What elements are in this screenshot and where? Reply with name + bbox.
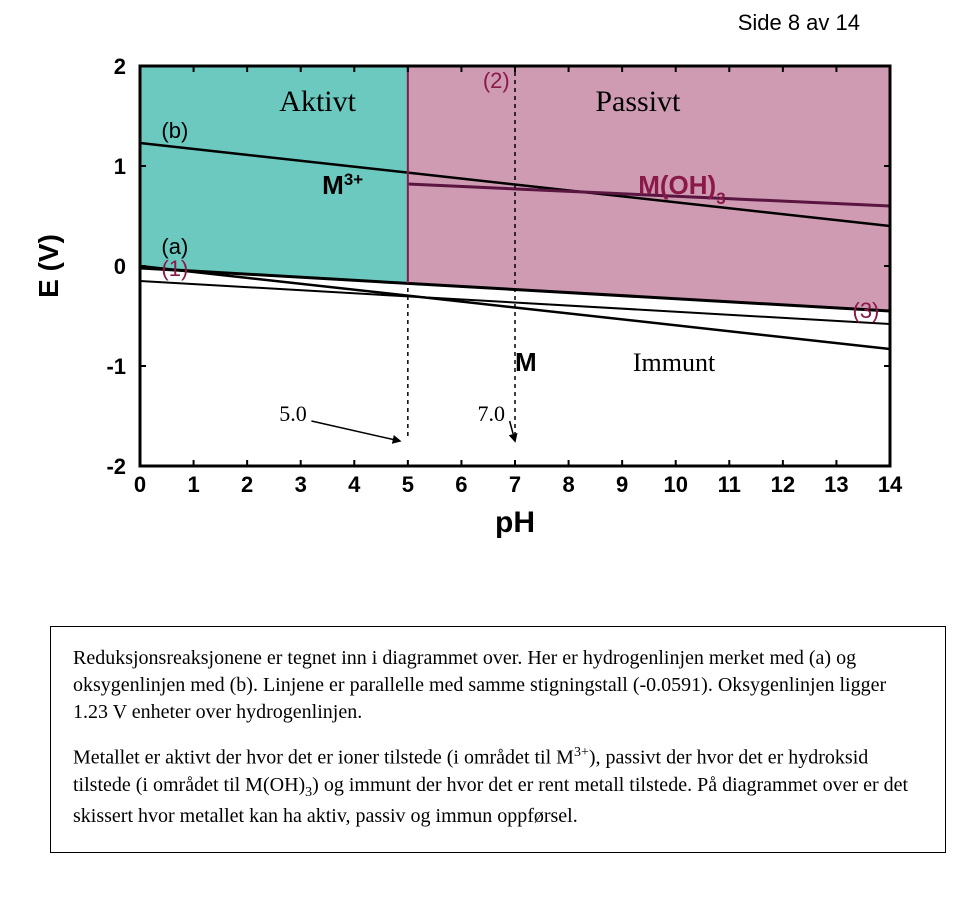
svg-text:-1: -1 — [106, 354, 126, 379]
annotation: (3) — [853, 298, 880, 323]
svg-text:1: 1 — [114, 154, 126, 179]
region-label: Immunt — [633, 348, 716, 377]
svg-text:2: 2 — [114, 54, 126, 79]
y-axis-label: E (V) — [33, 234, 64, 298]
annotation: (1) — [161, 256, 188, 281]
pourbaix-svg: 01234567891011121314-2-1012pHE (V)Aktivt… — [30, 46, 910, 546]
svg-text:14: 14 — [878, 472, 903, 497]
arrow — [510, 421, 515, 441]
svg-text:3: 3 — [295, 472, 307, 497]
svg-text:12: 12 — [771, 472, 795, 497]
explanation-box: Reduksjonsreaksjonene er tegnet inn i di… — [50, 626, 946, 853]
svg-text:0: 0 — [114, 254, 126, 279]
region-label: Aktivt — [279, 85, 356, 118]
svg-text:1: 1 — [187, 472, 199, 497]
region-label: Passivt — [595, 85, 681, 118]
paragraph-1: Reduksjonsreaksjonene er tegnet inn i di… — [73, 645, 923, 726]
page: Side 8 av 14 01234567891011121314-2-1012… — [0, 0, 960, 853]
annotation: (2) — [483, 68, 510, 93]
page-number: Side 8 av 14 — [0, 0, 960, 36]
svg-text:9: 9 — [616, 472, 628, 497]
svg-text:7: 7 — [509, 472, 521, 497]
svg-text:10: 10 — [663, 472, 687, 497]
svg-text:5: 5 — [402, 472, 414, 497]
para2-pre: Metallet er aktivt der hvor det er ioner… — [73, 747, 574, 769]
para2-sup: 3+ — [574, 745, 589, 760]
svg-text:2: 2 — [241, 472, 253, 497]
svg-text:-2: -2 — [106, 454, 126, 479]
svg-text:11: 11 — [718, 472, 741, 497]
svg-text:0: 0 — [134, 472, 146, 497]
annotation: (b) — [161, 118, 188, 143]
pourbaix-diagram: 01234567891011121314-2-1012pHE (V)Aktivt… — [30, 46, 910, 546]
svg-text:13: 13 — [824, 472, 848, 497]
species-label: M — [515, 347, 537, 377]
para1-text: Reduksjonsreaksjonene er tegnet inn i di… — [73, 647, 886, 723]
svg-text:6: 6 — [455, 472, 467, 497]
arrow — [311, 421, 399, 441]
annotation: 7.0 — [478, 401, 506, 426]
svg-text:4: 4 — [348, 472, 361, 497]
paragraph-2: Metallet er aktivt der hvor det er ioner… — [73, 744, 923, 830]
x-axis-label: pH — [495, 506, 535, 539]
svg-text:8: 8 — [562, 472, 574, 497]
annotation: 5.0 — [279, 401, 307, 426]
